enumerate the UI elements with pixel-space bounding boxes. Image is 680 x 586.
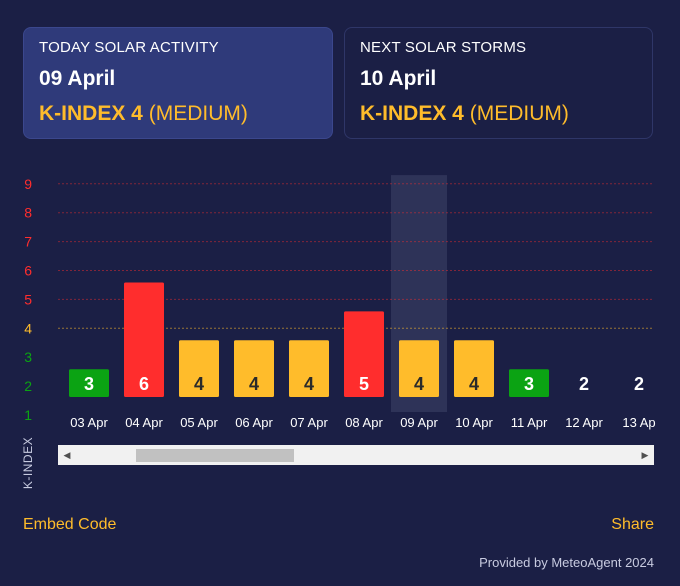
bar-value-label: 5: [359, 374, 369, 394]
x-tick-label: 04 Apr: [125, 415, 163, 430]
bar-value-label: 4: [469, 374, 479, 394]
bar-08-apr: [344, 311, 384, 397]
y-tick-label: 9: [24, 176, 32, 192]
bar-03-apr: [69, 369, 109, 397]
provided-by-text: Provided by MeteoAgent 2024: [479, 555, 654, 570]
x-tick-label: 13 Ap: [622, 415, 655, 430]
today-kindex-value: K-INDEX 4: [39, 102, 143, 125]
x-tick-label: 03 Apr: [70, 415, 108, 430]
bar-10-apr: [454, 340, 494, 397]
y-tick-label: 6: [24, 263, 32, 279]
y-tick-label: 2: [24, 378, 32, 394]
triangle-left-icon[interactable]: ◀: [63, 450, 71, 460]
bar-value-label: 6: [139, 374, 149, 394]
x-tick-label: 06 Apr: [235, 415, 273, 430]
next-storms-card: NEXT SOLAR STORMS 10 April K-INDEX 4 (ME…: [344, 27, 653, 139]
y-tick-label: 7: [24, 234, 32, 250]
share-link[interactable]: Share: [611, 516, 654, 533]
today-kindex-level: (MEDIUM): [148, 102, 248, 125]
y-tick-label: 5: [24, 291, 32, 307]
x-tick-label: 09 Apr: [400, 415, 438, 430]
x-tick-label: 10 Apr: [455, 415, 493, 430]
x-tick-label: 12 Apr: [565, 415, 603, 430]
y-tick-label: 3: [24, 349, 32, 365]
today-kindex: K-INDEX 4 (MEDIUM): [39, 102, 317, 126]
bar-11-apr: [509, 369, 549, 397]
embed-code-link[interactable]: Embed Code: [23, 516, 117, 533]
bar-value-label: 2: [579, 374, 589, 394]
y-tick-label: 8: [24, 205, 32, 221]
next-kindex-level: (MEDIUM): [469, 102, 569, 125]
bar-value-label: 2: [634, 374, 644, 394]
bar-value-label: 4: [414, 374, 424, 394]
bar-value-label: 3: [524, 374, 534, 394]
next-date: 10 April: [360, 67, 437, 90]
bar-04-apr: [124, 282, 164, 397]
bar-06-apr: [234, 340, 274, 397]
next-kindex-value: K-INDEX 4: [360, 102, 464, 125]
today-label: TODAY SOLAR ACTIVITY: [39, 39, 219, 56]
x-tick-label: 08 Apr: [345, 415, 383, 430]
x-tick-label: 11 Apr: [511, 415, 548, 430]
next-label: NEXT SOLAR STORMS: [360, 39, 527, 56]
today-date: 09 April: [39, 67, 116, 90]
bar-07-apr: [289, 340, 329, 397]
kindex-bar-chart: 1 2 3 4 5 6 7 8 9 3 03 Apr 6 04 Apr 4 05 Apr 4 06 Apr 4 07…: [24, 175, 656, 430]
y-tick-label: 1: [24, 407, 32, 423]
today-activity-card: TODAY SOLAR ACTIVITY 09 April K-INDEX 4 …: [23, 27, 333, 139]
bar-05-apr: [179, 340, 219, 397]
next-kindex: K-INDEX 4 (MEDIUM): [360, 102, 637, 126]
bar-value-label: 4: [249, 374, 259, 394]
x-tick-label: 05 Apr: [180, 415, 218, 430]
bar-value-label: 4: [194, 374, 204, 394]
scroll-thumb[interactable]: [136, 449, 294, 462]
chart-scrollbar[interactable]: ◀ ▶: [58, 445, 654, 465]
y-tick-label: 4: [24, 320, 32, 336]
y-axis-label: K-INDEX: [21, 436, 35, 490]
triangle-right-icon[interactable]: ▶: [641, 450, 649, 460]
bar-value-label: 3: [84, 374, 94, 394]
x-tick-label: 07 Apr: [290, 415, 328, 430]
bar-09-apr: [399, 340, 439, 397]
bar-value-label: 4: [304, 374, 314, 394]
